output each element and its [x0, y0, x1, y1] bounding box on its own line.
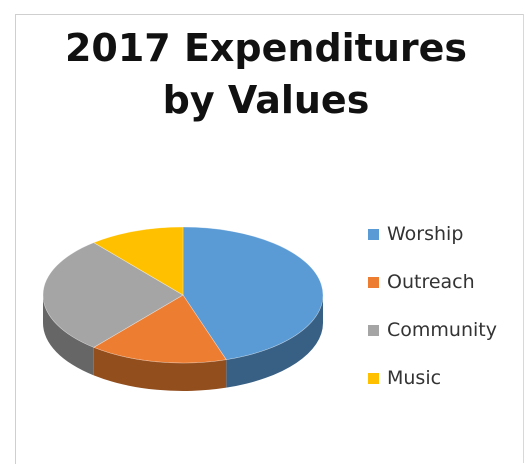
- legend-swatch-outreach: [368, 276, 379, 288]
- pie-side-outreach: [93, 347, 227, 391]
- legend-label-outreach: Outreach: [387, 271, 475, 293]
- legend-item-outreach: Outreach: [368, 270, 528, 294]
- legend-label-community: Community: [387, 319, 497, 341]
- pie-slice-music: [93, 226, 184, 296]
- legend-item-music: Music: [368, 366, 528, 390]
- legend-swatch-community: [368, 324, 379, 336]
- pie-slice-worship: [182, 226, 324, 360]
- pie-side-walls: [43, 295, 323, 391]
- pie-slices: [42, 226, 324, 364]
- chart-title-line-2: by Values: [162, 78, 370, 122]
- legend-item-worship: Worship: [368, 222, 528, 246]
- pie-side-community: [43, 295, 94, 376]
- pie-slice-community: [42, 242, 184, 348]
- pie-slice-outreach: [93, 294, 227, 364]
- pie-side-worship: [226, 295, 323, 388]
- legend-label-worship: Worship: [387, 223, 464, 245]
- legend-swatch-music: [368, 372, 379, 384]
- legend-label-music: Music: [387, 367, 442, 389]
- chart-frame: [15, 14, 524, 464]
- chart-title: 2017 Expenditures by Values: [0, 22, 532, 126]
- legend-item-community: Community: [368, 318, 528, 342]
- legend: Worship Outreach Community Music: [368, 222, 528, 414]
- chart-title-line-1: 2017 Expenditures: [64, 26, 468, 70]
- legend-swatch-worship: [368, 228, 379, 240]
